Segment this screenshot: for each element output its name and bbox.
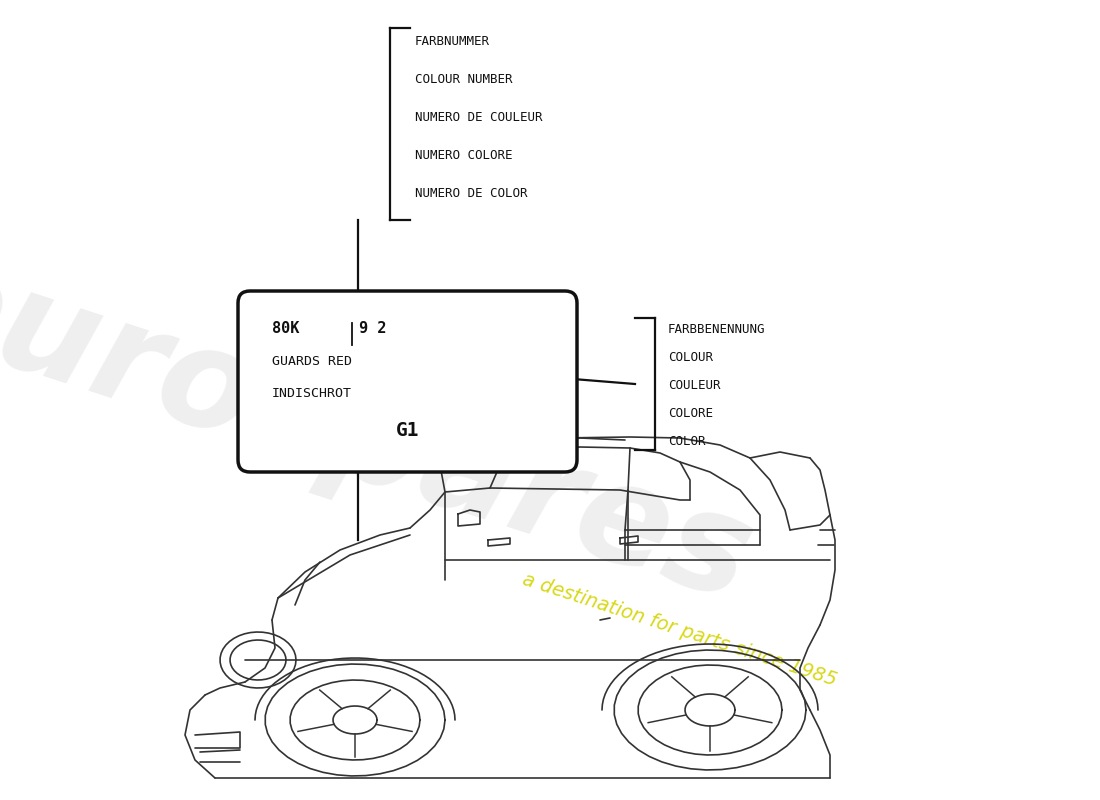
Text: FARBNUMMER: FARBNUMMER [415, 35, 490, 48]
Text: 80K: 80K [272, 321, 299, 336]
Text: COLOR: COLOR [668, 435, 705, 448]
Bar [350, 292, 366, 308]
Text: COLOUR NUMBER: COLOUR NUMBER [415, 73, 513, 86]
Text: G1: G1 [396, 421, 419, 440]
FancyBboxPatch shape [238, 291, 578, 472]
Text: GUARDS RED: GUARDS RED [272, 355, 352, 368]
Text: 9 2: 9 2 [359, 321, 386, 336]
Text: COLOUR: COLOUR [668, 351, 713, 364]
Text: eurospares: eurospares [0, 230, 769, 630]
Text: INDISCHROT: INDISCHROT [272, 387, 352, 400]
Text: FARBBENENNUNG: FARBBENENNUNG [668, 323, 766, 336]
Text: NUMERO DE COLOR: NUMERO DE COLOR [415, 187, 528, 200]
Text: a destination for parts since 1985: a destination for parts since 1985 [520, 570, 839, 690]
Text: NUMERO DE COULEUR: NUMERO DE COULEUR [415, 111, 542, 124]
Text: COULEUR: COULEUR [668, 379, 720, 392]
Text: COLORE: COLORE [668, 407, 713, 420]
Text: NUMERO COLORE: NUMERO COLORE [415, 149, 513, 162]
